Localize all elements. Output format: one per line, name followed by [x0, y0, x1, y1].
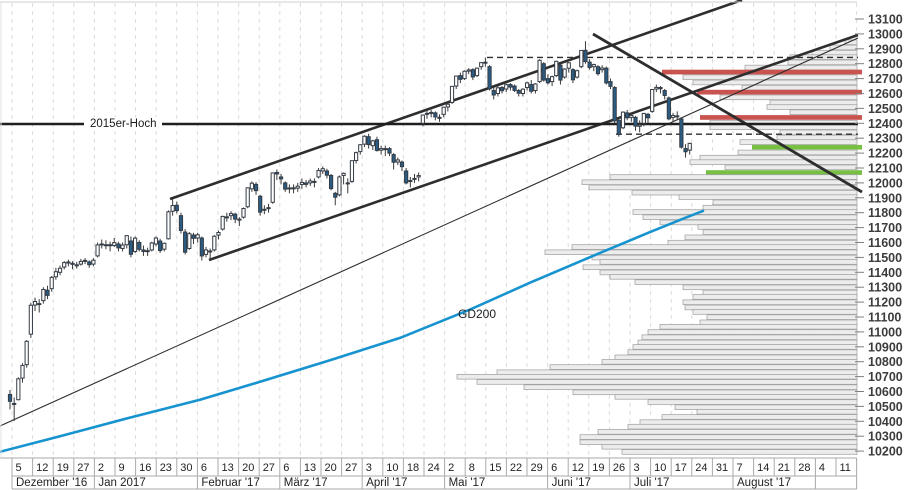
- svg-text:7: 7: [737, 462, 743, 474]
- svg-text:10900: 10900: [868, 340, 903, 354]
- svg-text:17: 17: [675, 462, 687, 474]
- svg-text:4: 4: [819, 462, 825, 474]
- svg-text:3: 3: [634, 462, 640, 474]
- svg-text:28: 28: [798, 462, 810, 474]
- svg-text:11800: 11800: [868, 206, 902, 220]
- svg-text:27: 27: [77, 462, 89, 474]
- svg-text:12700: 12700: [868, 72, 903, 86]
- svg-text:12500: 12500: [868, 102, 903, 116]
- svg-text:15: 15: [489, 462, 501, 474]
- svg-text:12300: 12300: [868, 132, 903, 146]
- svg-text:22: 22: [510, 462, 522, 474]
- svg-text:2: 2: [448, 462, 454, 474]
- resistance-label: 2015er-Hoch: [84, 117, 163, 131]
- svg-text:Februar '17: Februar '17: [201, 477, 259, 489]
- svg-text:11300: 11300: [868, 281, 902, 295]
- trend-lines: [0, 0, 863, 427]
- svg-text:13: 13: [304, 462, 316, 474]
- svg-text:3: 3: [366, 462, 372, 474]
- svg-text:2: 2: [98, 462, 104, 474]
- svg-text:11600: 11600: [868, 236, 902, 250]
- svg-text:12000: 12000: [868, 176, 903, 190]
- svg-text:11000: 11000: [868, 325, 902, 339]
- plot-frame: [0, 1, 857, 458]
- gd200-label: GD200: [458, 307, 497, 321]
- svg-text:11900: 11900: [868, 191, 902, 205]
- candlesticks: [7, 41, 692, 422]
- y-axis: 1310013000129001280012700126001250012400…: [855, 13, 903, 459]
- svg-text:26: 26: [613, 462, 625, 474]
- svg-text:24: 24: [695, 462, 707, 474]
- svg-text:10300: 10300: [868, 430, 903, 444]
- svg-text:Dezember '16: Dezember '16: [16, 477, 87, 489]
- svg-text:April '17: April '17: [366, 477, 407, 489]
- svg-text:9: 9: [119, 462, 125, 474]
- svg-text:10: 10: [386, 462, 398, 474]
- svg-text:5: 5: [16, 462, 22, 474]
- svg-text:10800: 10800: [868, 355, 903, 369]
- svg-text:Juni '17: Juni '17: [552, 477, 591, 489]
- svg-text:10400: 10400: [868, 415, 903, 429]
- svg-text:30: 30: [180, 462, 192, 474]
- svg-text:6: 6: [201, 462, 207, 474]
- svg-text:10700: 10700: [868, 370, 903, 384]
- svg-text:27: 27: [345, 462, 357, 474]
- svg-text:12: 12: [36, 462, 48, 474]
- svg-text:10200: 10200: [868, 445, 903, 459]
- svg-text:19: 19: [592, 462, 604, 474]
- svg-text:13000: 13000: [868, 27, 903, 41]
- svg-text:11100: 11100: [868, 311, 901, 325]
- svg-text:13100: 13100: [868, 13, 903, 27]
- x-axis: 5 12 19 27 2 9 16 23 30 6 13 20 27 6 13 20 27 3 10 18 24 2 8 15…: [0, 457, 858, 490]
- svg-text:August '17: August '17: [737, 477, 791, 489]
- svg-text:11700: 11700: [868, 221, 902, 235]
- svg-text:12600: 12600: [868, 87, 903, 101]
- svg-text:23: 23: [160, 462, 172, 474]
- svg-text:6: 6: [283, 462, 289, 474]
- svg-text:11400: 11400: [868, 266, 902, 280]
- dashed-reference-lines: [487, 56, 858, 135]
- svg-text:10600: 10600: [868, 385, 903, 399]
- gd200-line: [0, 209, 705, 454]
- svg-text:24: 24: [428, 462, 440, 474]
- svg-text:10500: 10500: [868, 400, 903, 414]
- svg-text:19: 19: [57, 462, 69, 474]
- svg-text:18: 18: [407, 462, 419, 474]
- svg-text:13: 13: [222, 462, 234, 474]
- svg-text:31: 31: [716, 462, 728, 474]
- svg-text:14: 14: [757, 462, 769, 474]
- volume-profile-bars: [456, 39, 862, 455]
- svg-text:29: 29: [531, 462, 543, 474]
- svg-text:12200: 12200: [868, 147, 903, 161]
- svg-text:11: 11: [840, 462, 851, 474]
- svg-text:8: 8: [469, 462, 475, 474]
- svg-text:27: 27: [263, 462, 275, 474]
- svg-text:11500: 11500: [868, 251, 902, 265]
- svg-text:10: 10: [654, 462, 666, 474]
- svg-text:12400: 12400: [868, 117, 903, 131]
- svg-text:12900: 12900: [868, 42, 903, 56]
- svg-text:11200: 11200: [868, 296, 902, 310]
- svg-text:Juli '17: Juli '17: [634, 477, 669, 489]
- svg-text:6: 6: [551, 462, 557, 474]
- svg-text:16: 16: [139, 462, 151, 474]
- svg-text:12800: 12800: [868, 57, 903, 71]
- svg-text:12: 12: [572, 462, 584, 474]
- svg-text:20: 20: [242, 462, 254, 474]
- svg-text:Mai '17: Mai '17: [449, 477, 486, 489]
- svg-text:Jan 2017: Jan 2017: [98, 477, 145, 489]
- svg-text:20: 20: [325, 462, 337, 474]
- svg-text:März '17: März '17: [284, 477, 328, 489]
- svg-text:12100: 12100: [868, 162, 903, 176]
- svg-text:21: 21: [778, 462, 790, 474]
